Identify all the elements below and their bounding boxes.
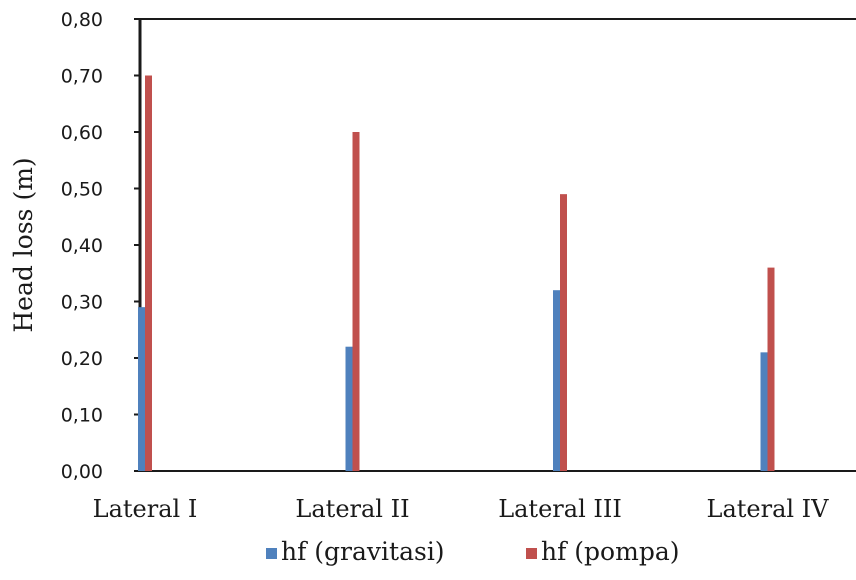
bar-gravitasi (345, 346, 353, 471)
y-tick-label: 0,80 (61, 9, 103, 31)
bars (138, 75, 775, 471)
x-tick-label: Lateral III (498, 495, 622, 523)
y-tick-label: 0,40 (61, 235, 103, 257)
legend-label-gravitasi: hf (gravitasi) (281, 537, 445, 566)
legend-label-pompa: hf (pompa) (541, 537, 679, 566)
y-axis-ticks: 0,00 0,10 0,20 0,30 0,40 0,50 0,60 0,70 0,80 (61, 9, 140, 483)
bar-pompa (560, 194, 567, 471)
y-tick-label: 0,10 (61, 405, 103, 427)
x-tick-label: Lateral II (295, 495, 409, 523)
bar-pompa (145, 75, 152, 471)
y-tick-label: 0,60 (61, 122, 103, 144)
y-tick-label: 0,50 (61, 179, 103, 201)
y-tick-label: 0,30 (61, 292, 103, 314)
legend-swatch-gravitasi (266, 548, 277, 559)
y-axis-label: Head loss (m) (9, 157, 38, 332)
x-tick-label: Lateral IV (707, 495, 830, 523)
y-tick-label: 0,70 (61, 66, 103, 88)
legend-swatch-pompa (526, 548, 537, 559)
x-tick-label: Lateral I (93, 495, 198, 523)
bar-pompa (352, 132, 360, 471)
plot-frame (138, 18, 856, 472)
bar-gravitasi (553, 290, 560, 471)
y-tick-label: 0,20 (61, 348, 103, 370)
bar-gravitasi (138, 307, 145, 471)
legend: hf (gravitasi) hf (pompa) (266, 537, 679, 566)
x-axis-ticks: Lateral I Lateral II Lateral III Lateral IV (93, 495, 829, 523)
bar-pompa (767, 267, 775, 471)
y-tick-label: 0,00 (61, 461, 103, 483)
bar-gravitasi (760, 352, 768, 471)
